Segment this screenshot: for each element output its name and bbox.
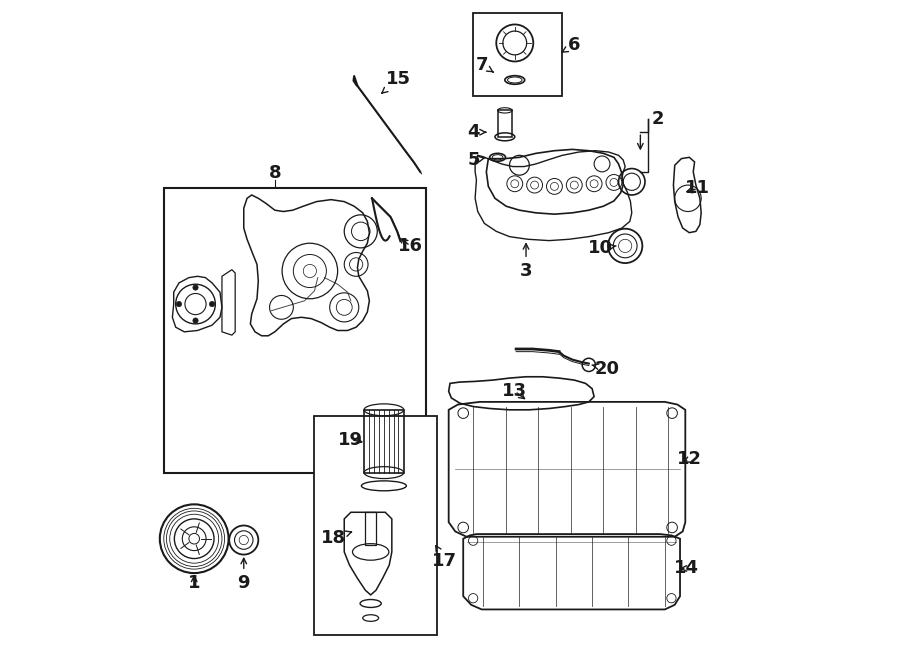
Text: 12: 12 xyxy=(677,450,702,469)
Text: 20: 20 xyxy=(592,360,620,378)
Text: 17: 17 xyxy=(432,545,457,570)
Bar xyxy=(165,188,426,473)
Text: 10: 10 xyxy=(589,239,616,257)
Bar xyxy=(364,410,404,473)
Text: 2: 2 xyxy=(652,110,664,128)
Text: 19: 19 xyxy=(338,430,364,449)
Text: 8: 8 xyxy=(268,164,281,182)
Circle shape xyxy=(193,318,198,323)
Text: 1: 1 xyxy=(188,574,201,592)
Text: 5: 5 xyxy=(467,151,486,169)
Text: 7: 7 xyxy=(475,56,493,74)
Circle shape xyxy=(193,285,198,290)
Text: 13: 13 xyxy=(502,382,527,401)
Text: 18: 18 xyxy=(320,529,352,547)
Circle shape xyxy=(176,301,182,307)
Bar xyxy=(365,512,376,545)
Bar xyxy=(473,13,562,96)
Text: 16: 16 xyxy=(398,237,423,255)
Text: 11: 11 xyxy=(686,179,710,198)
Text: 14: 14 xyxy=(674,559,699,578)
Bar xyxy=(498,110,512,137)
Text: 15: 15 xyxy=(382,70,411,93)
Text: 9: 9 xyxy=(238,559,250,592)
Text: 4: 4 xyxy=(467,123,486,141)
Text: 6: 6 xyxy=(562,36,580,54)
Bar xyxy=(314,416,436,635)
Text: 3: 3 xyxy=(520,244,532,280)
Circle shape xyxy=(210,301,215,307)
